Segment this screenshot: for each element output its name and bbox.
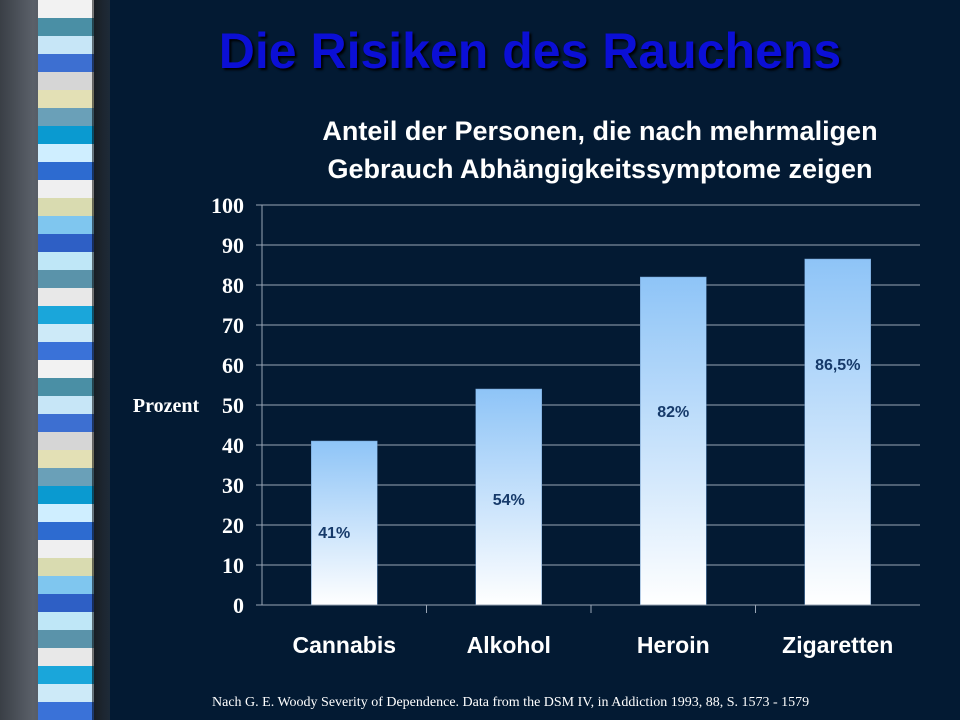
stripe-28 bbox=[38, 504, 94, 523]
bar-alkohol bbox=[475, 388, 542, 606]
bar-heroin bbox=[640, 276, 707, 606]
stripe-19 bbox=[38, 342, 94, 361]
y-tick-label: 0 bbox=[233, 593, 244, 618]
y-tick-label: 80 bbox=[222, 273, 244, 298]
stripe-1 bbox=[38, 18, 94, 37]
stripe-31 bbox=[38, 558, 94, 577]
stripe-27 bbox=[38, 486, 94, 505]
stripe-6 bbox=[38, 108, 94, 127]
stripe-8 bbox=[38, 144, 94, 163]
data-label: 82% bbox=[657, 404, 689, 421]
chart-title-line-1: Anteil der Personen, die nach mehrmalige… bbox=[322, 116, 878, 146]
stripe-3 bbox=[38, 54, 94, 73]
stripe-32 bbox=[38, 576, 94, 595]
stripe-17 bbox=[38, 306, 94, 325]
y-tick-label: 20 bbox=[222, 513, 244, 538]
decorative-stripe-band bbox=[0, 0, 110, 720]
stripe-35 bbox=[38, 630, 94, 649]
stripe-11 bbox=[38, 198, 94, 217]
y-tick-label: 60 bbox=[222, 353, 244, 378]
category-label: Zigaretten bbox=[782, 632, 893, 658]
stripe-4 bbox=[38, 72, 94, 91]
stripe-24 bbox=[38, 432, 94, 451]
axes bbox=[256, 204, 920, 613]
stripe-7 bbox=[38, 126, 94, 145]
stripe-29 bbox=[38, 522, 94, 541]
data-label: 86,5% bbox=[815, 357, 860, 374]
stripe-36 bbox=[38, 648, 94, 667]
stripe-9 bbox=[38, 162, 94, 181]
stripe-33 bbox=[38, 594, 94, 613]
y-tick-label: 50 bbox=[222, 393, 244, 418]
y-tick-label: 90 bbox=[222, 233, 244, 258]
stripe-13 bbox=[38, 234, 94, 253]
stripe-0 bbox=[38, 0, 94, 19]
stripe-37 bbox=[38, 666, 94, 685]
labels: 0 10 20 30 40 50 60 70 80 90 100 Cannabis 41% Alkohol… bbox=[133, 193, 893, 658]
stripe-20 bbox=[38, 360, 94, 379]
data-label: 54% bbox=[493, 492, 525, 509]
chart-title-line-2: Gebrauch Abhängigkeitssymptome zeigen bbox=[327, 154, 873, 184]
stripe-10 bbox=[38, 180, 94, 199]
category-label: Alkohol bbox=[467, 632, 551, 658]
stripe-39 bbox=[38, 702, 94, 720]
stripe-shadow bbox=[92, 0, 110, 720]
data-label: 41% bbox=[318, 525, 350, 542]
stripe-26 bbox=[38, 468, 94, 487]
stripe-30 bbox=[38, 540, 94, 559]
decorative-stripes bbox=[38, 0, 94, 720]
slide-title: Die Risiken des Rauchens bbox=[218, 23, 842, 79]
bar-chart: 0 10 20 30 40 50 60 70 80 90 100 Cannabis 41% Alkohol… bbox=[133, 193, 920, 658]
stripe-38 bbox=[38, 684, 94, 703]
stripe-25 bbox=[38, 450, 94, 469]
bar-cannabis bbox=[311, 440, 378, 606]
stripe-15 bbox=[38, 270, 94, 289]
chart-title: Anteil der Personen, die nach mehrmalige… bbox=[240, 112, 960, 188]
y-tick-label: 70 bbox=[222, 313, 244, 338]
y-tick-label: 100 bbox=[211, 193, 244, 218]
category-label: Cannabis bbox=[292, 632, 396, 658]
stripe-21 bbox=[38, 378, 94, 397]
stripe-16 bbox=[38, 288, 94, 307]
stripe-34 bbox=[38, 612, 94, 631]
category-label: Heroin bbox=[637, 632, 710, 658]
stripe-14 bbox=[38, 252, 94, 271]
stripe-12 bbox=[38, 216, 94, 235]
bar-zigaretten bbox=[804, 258, 871, 606]
stripe-23 bbox=[38, 414, 94, 433]
y-tick-label: 10 bbox=[222, 553, 244, 578]
y-axis-label: Prozent bbox=[133, 395, 200, 417]
source-note: Nach G. E. Woody Severity of Dependence.… bbox=[212, 695, 810, 710]
stripe-22 bbox=[38, 396, 94, 415]
bars bbox=[311, 258, 871, 606]
y-tick-label: 40 bbox=[222, 433, 244, 458]
stripe-18 bbox=[38, 324, 94, 343]
y-tick-label: 30 bbox=[222, 473, 244, 498]
stripe-5 bbox=[38, 90, 94, 109]
stripe-2 bbox=[38, 36, 94, 55]
